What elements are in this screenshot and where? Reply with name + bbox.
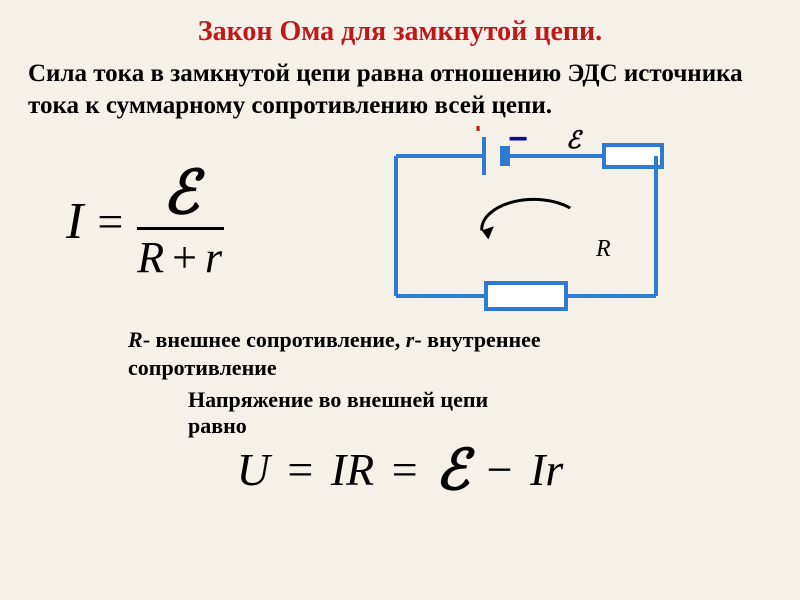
voltage-formula: U = IR = ℰ − Ir — [28, 438, 772, 503]
formula-lhs-I: I — [66, 192, 83, 251]
voltage-caption: Напряжение во внешней цепи равно — [188, 387, 772, 440]
voltage-caption-line2: равно — [188, 413, 247, 438]
formula-fraction: ℰ R+r — [137, 163, 224, 280]
vf-IR: IR — [331, 444, 374, 495]
denom-R: R — [137, 233, 166, 282]
vf-eq1: = — [281, 444, 319, 495]
resistance-definitions: R- внешнее сопротивление, r- внутреннее … — [128, 326, 772, 381]
slide-title: Закон Ома для замкнутой цепи. — [28, 16, 772, 48]
denom-r: r — [205, 233, 224, 282]
svg-text:R: R — [595, 236, 611, 262]
formula-denominator: R+r — [137, 230, 224, 280]
voltage-caption-line1: Напряжение во внешней цепи — [188, 387, 488, 412]
slide-subtitle: Сила тока в замкнутой цепи равна отношен… — [28, 58, 772, 122]
svg-text:−: − — [508, 126, 528, 158]
def-text-external: - внешнее сопротивление, — [143, 327, 406, 352]
def-text-internal-b: сопротивление — [128, 355, 277, 380]
circuit-diagram: +−ℰrR — [366, 126, 676, 316]
vf-eq2: = — [386, 444, 424, 495]
formula-and-circuit-row: I = ℰ R+r +−ℰrR — [28, 126, 772, 316]
def-symbol-R: R — [128, 327, 143, 352]
formula-equals: = — [97, 195, 123, 248]
svg-text:+: + — [470, 126, 486, 139]
vf-U: U — [237, 444, 270, 495]
vf-eps: ℰ — [435, 440, 469, 502]
formula-numerator-emf: ℰ — [153, 163, 209, 227]
vf-Ir: Ir — [530, 444, 563, 495]
svg-text:ℰ: ℰ — [566, 128, 584, 154]
def-text-internal-a: - внутреннее — [414, 327, 540, 352]
main-formula: I = ℰ R+r — [28, 163, 240, 280]
vf-minus: − — [481, 444, 519, 495]
denom-plus: + — [166, 233, 205, 282]
circuit-diagram-wrap: +−ℰrR — [260, 126, 772, 316]
